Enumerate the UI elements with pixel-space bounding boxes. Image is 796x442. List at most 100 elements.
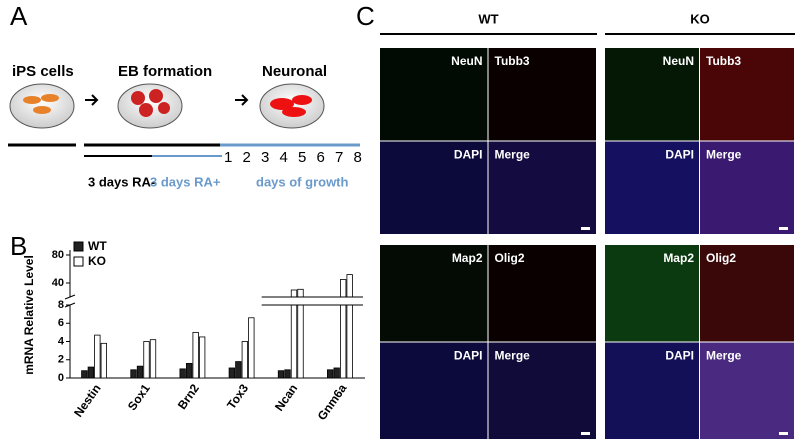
micrograph	[700, 141, 794, 234]
channel-label: NeuN	[663, 54, 694, 68]
legend-label: KO	[88, 254, 106, 268]
bar	[149, 339, 157, 379]
channel-label: Olig2	[706, 251, 736, 265]
bar	[284, 369, 291, 379]
bar	[192, 331, 199, 379]
micrograph	[605, 141, 699, 234]
scale-bar	[581, 227, 590, 230]
micrograph	[605, 342, 699, 439]
scale-bar	[779, 227, 788, 230]
axis-break	[64, 297, 367, 305]
micrograph	[605, 48, 699, 141]
phase-label: days of growth	[256, 174, 349, 189]
step-label: EB formation	[118, 63, 212, 80]
y-tick-label: 8	[58, 299, 64, 311]
panel-b: 0 2 4 6 8 40 80 mRNA Relative Level Nestin Sox1 Br…	[22, 239, 367, 423]
channel-label: Olig2	[495, 251, 525, 265]
phase-label: 3 days RA-	[88, 174, 155, 189]
y-tick-label: 6	[58, 317, 64, 329]
channel-label: Merge	[706, 349, 742, 363]
channel-label: DAPI	[454, 148, 483, 162]
channel-label: Tubb3	[495, 54, 530, 68]
phase-label: 3 days RA+	[150, 174, 221, 189]
micrograph	[380, 245, 488, 342]
micrograph	[380, 342, 488, 439]
micrograph	[700, 342, 794, 439]
channel-label: DAPI	[454, 349, 483, 363]
bar	[228, 367, 235, 379]
legend-swatch	[73, 241, 84, 252]
bar	[277, 370, 285, 379]
bar	[87, 366, 94, 379]
y-axis-label: mRNA Relative Level	[22, 255, 36, 375]
channel-label: Map2	[452, 251, 483, 265]
bar	[179, 368, 186, 379]
channel-label: DAPI	[665, 349, 694, 363]
x-tick-label: Brn2	[175, 381, 202, 412]
bar	[81, 370, 88, 379]
panel-label: C	[356, 1, 375, 31]
bar	[94, 334, 101, 379]
x-tick-label: Gnm6a	[315, 381, 350, 423]
x-tick-label: Nestin	[71, 382, 104, 420]
micrograph	[700, 48, 794, 141]
step-label: iPS cells	[12, 63, 74, 80]
bar	[340, 279, 347, 379]
y-tick-label: 40	[52, 277, 64, 289]
day-label: 5	[298, 149, 306, 166]
micrograph	[700, 245, 794, 342]
micrograph	[488, 342, 596, 439]
micrograph	[380, 141, 488, 234]
micrograph	[488, 141, 596, 234]
channel-label: Merge	[706, 148, 742, 162]
x-tick-label: Sox1	[125, 381, 153, 413]
group-label: WT	[478, 11, 498, 26]
day-label: 3	[261, 149, 269, 166]
bar	[346, 274, 353, 379]
day-label: 6	[317, 149, 325, 166]
x-tick-label: Ncan	[272, 382, 300, 414]
day-label: 1	[224, 149, 232, 166]
legend-label: WT	[88, 239, 107, 253]
y-tick-label: 2	[58, 354, 64, 366]
day-label: 7	[335, 149, 343, 166]
bar	[290, 289, 298, 379]
bar	[143, 341, 150, 379]
step-label: Neuronal	[262, 63, 327, 80]
panel-a-text: iPS cells EB formation Neuronal 1 2 3 4 5 6 7 8 3 d…	[12, 63, 362, 189]
bar	[186, 362, 193, 379]
bar	[297, 288, 304, 379]
channel-label: DAPI	[665, 148, 694, 162]
scale-bar	[779, 432, 788, 435]
micrograph	[488, 245, 596, 342]
panel-label: B	[10, 231, 27, 261]
break-mark	[64, 294, 76, 300]
bar	[136, 365, 144, 379]
micrograph	[380, 48, 488, 141]
y-tick-label: 80	[52, 249, 64, 261]
scale-bar	[581, 432, 590, 435]
legend-swatch	[73, 256, 84, 267]
channel-label: Merge	[495, 349, 531, 363]
day-label: 2	[243, 149, 251, 166]
bar	[248, 317, 255, 379]
break-mark	[64, 302, 76, 308]
bar	[130, 369, 137, 379]
bar	[100, 342, 107, 379]
channel-label: Map2	[663, 251, 694, 265]
bar	[235, 361, 242, 379]
group-label: KO	[690, 11, 710, 26]
bar	[333, 367, 340, 379]
y-tick-label: 4	[58, 335, 65, 347]
micrograph	[488, 48, 596, 141]
panel-label: A	[10, 1, 28, 31]
bar	[199, 336, 206, 379]
micrograph	[605, 245, 699, 342]
channel-label: Tubb3	[706, 54, 741, 68]
bar	[327, 369, 334, 379]
bar	[241, 341, 248, 379]
day-label: 8	[354, 149, 362, 166]
channel-label: NeuN	[451, 54, 482, 68]
x-tick-label: Tox3	[224, 381, 251, 412]
